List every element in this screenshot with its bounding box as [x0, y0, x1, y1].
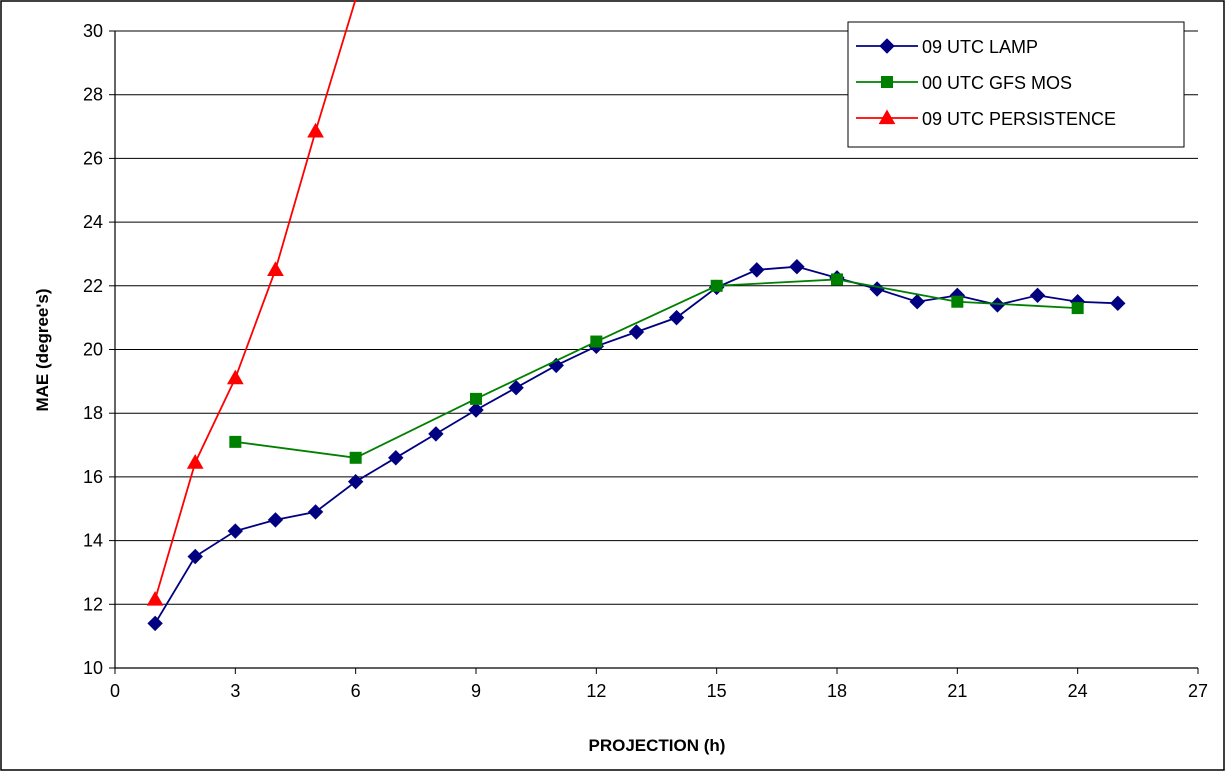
y-tick-label: 14: [83, 531, 103, 551]
x-tick-label: 15: [707, 681, 727, 701]
y-tick-label: 18: [83, 403, 103, 423]
y-tick-label: 26: [83, 148, 103, 168]
data-point: [711, 280, 722, 291]
data-point: [1072, 303, 1083, 314]
y-tick-label: 12: [83, 594, 103, 614]
x-tick-label: 9: [471, 681, 481, 701]
data-point: [471, 393, 482, 404]
x-tick-label: 21: [947, 681, 967, 701]
y-tick-label: 24: [83, 212, 103, 232]
x-tick-label: 27: [1188, 681, 1208, 701]
data-point: [591, 336, 602, 347]
y-tick-label: 16: [83, 467, 103, 487]
data-point: [230, 436, 241, 447]
x-tick-label: 12: [586, 681, 606, 701]
x-axis-title: PROJECTION (h): [589, 736, 726, 755]
legend-marker: [882, 77, 893, 88]
legend-label: 09 UTC PERSISTENCE: [922, 109, 1116, 129]
y-tick-label: 20: [83, 340, 103, 360]
y-tick-label: 28: [83, 85, 103, 105]
legend-label: 09 UTC LAMP: [922, 37, 1038, 57]
data-point: [350, 452, 361, 463]
x-tick-label: 3: [230, 681, 240, 701]
x-tick-label: 24: [1068, 681, 1088, 701]
y-tick-label: 30: [83, 21, 103, 41]
y-axis-title: MAE (degree's): [33, 288, 52, 411]
legend: 09 UTC LAMP 00 UTC GFS MOS 09 UTC PERSISTE…: [848, 22, 1184, 147]
y-tick-label: 10: [83, 658, 103, 678]
y-tick-label: 22: [83, 276, 103, 296]
data-point: [832, 274, 843, 285]
x-tick-label: 6: [351, 681, 361, 701]
data-point: [952, 296, 963, 307]
x-tick-label: 18: [827, 681, 847, 701]
x-tick-label: 0: [110, 681, 120, 701]
legend-label: 00 UTC GFS MOS: [922, 73, 1072, 93]
